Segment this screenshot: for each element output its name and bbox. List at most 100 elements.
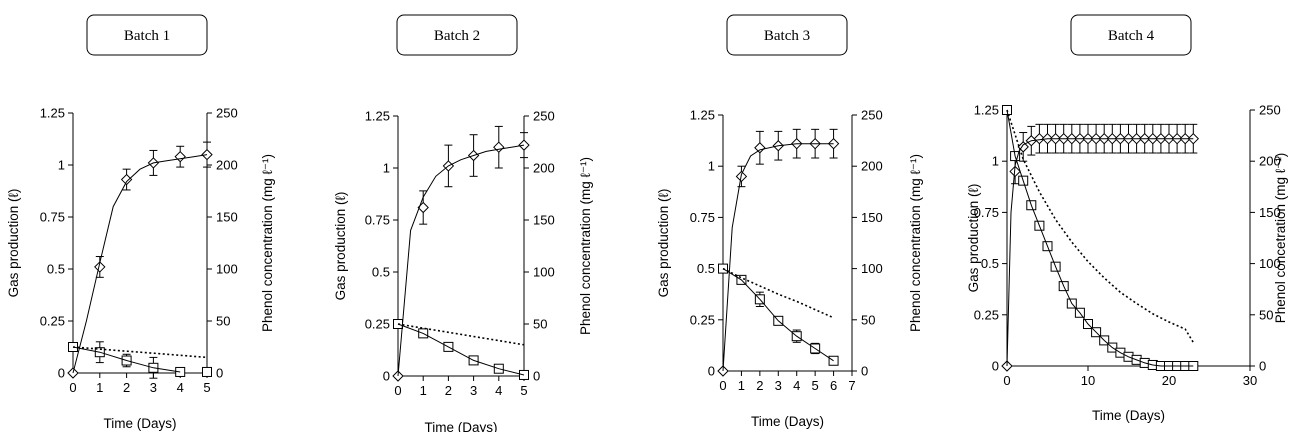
y-tick-label: 1.25 [690,108,715,123]
chart-panel-4: Batch 4 0 0.25 0.5 0.75 1 1.25 0 50 100 150 200 250 0… [966,14,1288,423]
square-point [202,366,212,377]
x-tick-label: 0 [719,378,726,393]
y2-tick-label: 50 [533,317,547,332]
y2-tick-label: 200 [861,159,883,174]
y-tick-label: 1 [708,159,715,174]
batch-title-box [86,14,208,56]
y-tick-label: 1.25 [365,109,390,124]
y2-tick-label: 200 [1259,154,1281,169]
y-tick-label: 1.25 [40,106,65,121]
y-tick-label: 0 [58,366,65,381]
y2-tick-label: 250 [1259,103,1281,118]
y2-tick-label: 0 [216,366,223,381]
chart-panel-1: Batch 1 0 0.25 0.5 0.75 1 1.25 0 50 100 150 200 250 0… [6,14,275,431]
y-tick-label: 1.25 [974,103,999,118]
y2-tick-label: 250 [861,108,883,123]
y2-tick-label: 0 [1259,359,1266,374]
diamond-point [754,142,766,154]
y-tick-label: 0 [708,364,715,379]
model-dotted-line [722,267,834,319]
chart-panel-3: Batch 3 0 0.25 0.5 0.75 1 1.25 0 50 100 150 200 250 0… [656,14,923,429]
x-tick-label: 4 [793,378,800,393]
batch-title-box [396,14,518,56]
x-tick-label: 3 [150,380,157,395]
y2-tick-label: 100 [1259,256,1281,271]
x-tick-label: 4 [177,380,184,395]
y2-axis-title: Phenol concentration (mg ℓ⁻¹) [260,154,275,332]
fit-line [722,143,834,372]
batch-title: Batch 1 [124,28,170,44]
y-tick-label: 0.75 [365,213,390,228]
model-dotted-line [397,323,525,346]
batch-title-box [1070,14,1192,56]
batch-title: Batch 4 [1108,28,1155,44]
y-tick-label: 1 [992,154,999,169]
y2-tick-label: 0 [861,364,868,379]
x-tick-label: 2 [445,383,452,398]
diamond-point [174,150,186,163]
fit-line [1006,138,1194,367]
diamond-point [1033,132,1046,145]
x-tick-label: 10 [1081,373,1095,388]
model-dotted-line [1006,109,1194,343]
y-tick-label: 0 [992,359,999,374]
diamond-series [392,125,530,382]
y-axis-title: Gas production (ℓ) [656,189,671,298]
fit-line [1006,109,1194,367]
y-tick-label: 0.5 [47,262,65,277]
x-tick-label: 0 [69,380,76,395]
x-tick-label: 5 [812,378,819,393]
y-axis-title: Gas production (ℓ) [966,184,981,293]
chart-panel-2: Batch 2 0 0.25 0.5 0.75 1 1.25 0 50 100 150 200 250 0… [333,14,593,432]
y2-tick-label: 100 [861,261,883,276]
x-tick-label: 20 [1162,373,1176,388]
y2-tick-label: 250 [533,109,555,124]
y2-tick-label: 200 [533,161,555,176]
y2-tick-label: 150 [1259,205,1281,220]
x-tick-label: 7 [848,378,855,393]
y-tick-label: 0.5 [372,265,390,280]
x-axis-title: Time (Days) [425,420,498,432]
model-dotted-line [72,346,208,359]
y2-tick-label: 100 [533,265,555,280]
diamond-series [67,141,213,379]
y-tick-label: 0.25 [690,312,715,327]
diamond-point [94,261,106,273]
y-tick-label: 0.5 [981,256,999,271]
x-tick-label: 1 [420,383,427,398]
x-tick-label: 5 [203,380,210,395]
y2-tick-label: 50 [1259,307,1273,322]
x-tick-label: 5 [520,383,527,398]
diamond-point [493,141,505,153]
y-tick-label: 0 [383,369,390,384]
y2-tick-label: 50 [216,314,230,329]
batch-title-box [726,14,848,56]
x-tick-label: 1 [96,380,103,395]
y2-tick-label: 150 [861,210,883,225]
y2-tick-label: 250 [216,106,238,121]
x-axis-title: Time (Days) [1092,408,1165,423]
batch-title: Batch 3 [764,28,810,44]
y2-tick-label: 150 [533,213,555,228]
x-tick-label: 6 [830,378,837,393]
y-tick-label: 0.25 [365,317,390,332]
fit-line [72,154,208,374]
fit-line [722,268,834,362]
x-tick-label: 2 [123,380,130,395]
diamond-series [717,128,840,377]
square-series [718,263,839,366]
x-tick-label: 0 [394,383,401,398]
batch-title: Batch 2 [434,28,480,44]
y-tick-label: 0.25 [974,307,999,322]
x-tick-label: 4 [495,383,502,398]
square-series [393,319,529,380]
y2-tick-label: 50 [861,312,875,327]
y-tick-label: 0.5 [697,261,715,276]
y2-tick-label: 200 [216,158,238,173]
y-tick-label: 0.75 [40,210,65,225]
x-tick-label: 1 [738,378,745,393]
x-tick-label: 2 [756,378,763,393]
y2-axis-title: Phenol concetration (mg ℓ⁻¹) [1273,153,1288,324]
diamond-point [1009,165,1021,178]
